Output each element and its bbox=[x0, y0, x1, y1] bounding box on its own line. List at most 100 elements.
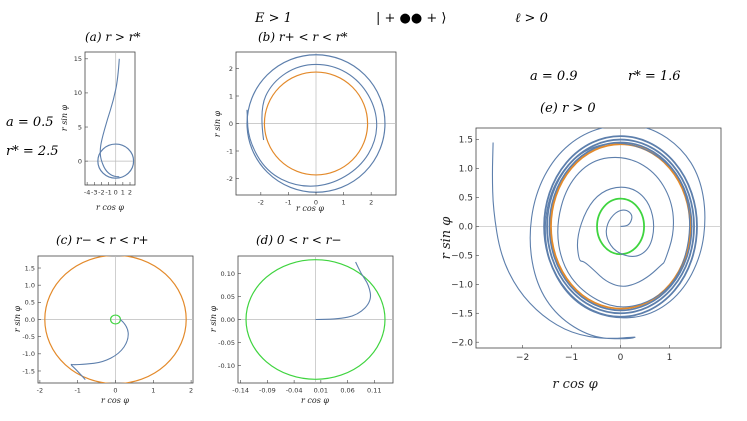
circle-trajectory-0 bbox=[97, 143, 135, 179]
panel-title: (b) r+ < r < r* bbox=[258, 30, 348, 44]
y-tick-label: −2.0 bbox=[451, 338, 473, 348]
y-tick-label: −1.5 bbox=[451, 309, 473, 319]
param-rstar-left: r* = 2.5 bbox=[6, 144, 59, 159]
x-tick-label: 2 bbox=[128, 189, 132, 197]
x-tick-label: 1 bbox=[667, 353, 673, 363]
y-tick-label: 5 bbox=[78, 123, 82, 131]
trajectory-curve-0 bbox=[99, 58, 120, 178]
y-tick-label: -1.0 bbox=[22, 350, 35, 358]
panel-title: (d) 0 < r < r− bbox=[256, 233, 341, 247]
y-tick-label: 0.0 bbox=[459, 223, 474, 233]
x-tick-label: 2 bbox=[369, 199, 373, 207]
x-tick-label: −1 bbox=[565, 353, 578, 363]
header-angular-momentum: ℓ > 0 bbox=[515, 11, 548, 26]
x-tick-label: -2 bbox=[98, 189, 104, 197]
panel-c: -2 -1 0 1 2 -1.5 -1.0 -0.5 0.0 0.5 1.0 1.5 r cos φ r … bbox=[13, 233, 194, 405]
plot-frame bbox=[84, 51, 136, 186]
circle-trajectory-2 bbox=[548, 141, 693, 312]
x-tick-label: -2 bbox=[37, 387, 43, 395]
y-tick-label: 1.5 bbox=[25, 264, 35, 272]
x-tick-label: 1 bbox=[121, 189, 125, 197]
x-tick-label: -1 bbox=[74, 387, 80, 395]
panel-d: -0.14 -0.09 -0.04 0.01 0.06 0.11 -0.10 -0.05 0.0… bbox=[209, 233, 394, 405]
trajectory-curve-0 bbox=[491, 128, 706, 340]
y-tick-label: 2 bbox=[229, 65, 233, 73]
plot-frame bbox=[475, 127, 722, 349]
x-tick-label: -1 bbox=[285, 199, 291, 207]
circle-inner_horizon-4 bbox=[596, 197, 645, 256]
y-axis-label: r sin φ bbox=[60, 104, 69, 131]
panel-b: -2 -1 0 1 2 -2 -1 0 1 2 r cos φ r sin φ (b) r+ < r <… bbox=[213, 30, 397, 213]
x-axis-label: r cos φ bbox=[96, 203, 124, 212]
y-tick-label: 0 bbox=[229, 120, 233, 128]
y-tick-label: 10 bbox=[74, 89, 82, 97]
x-tick-label: 1 bbox=[342, 199, 346, 207]
y-tick-label: -1 bbox=[227, 147, 233, 155]
param-rstar-right: r* = 1.6 bbox=[628, 69, 681, 84]
panel-title: (c) r− < r < r+ bbox=[56, 233, 149, 247]
x-tick-label: 0 bbox=[114, 189, 118, 197]
y-axis-label: r sin φ bbox=[209, 305, 218, 332]
x-tick-label: 2 bbox=[189, 387, 193, 395]
circle-trajectory-1 bbox=[546, 138, 695, 315]
x-axis-label: r cos φ bbox=[101, 396, 129, 405]
x-tick-label: -2 bbox=[258, 199, 264, 207]
x-tick-label: -3 bbox=[91, 189, 97, 197]
x-axis-label: r cos φ bbox=[296, 204, 324, 213]
panel-e: −2 −1 0 1 −2.0 −1.5 −1.0 −0.5 0.0 0.5 1.0 1.5 r cos … bbox=[439, 101, 722, 392]
panel-title: (e) r > 0 bbox=[540, 101, 596, 116]
x-tick-label: -0.04 bbox=[286, 387, 303, 395]
y-axis-label: r sin φ bbox=[439, 216, 454, 260]
y-tick-label: 0.10 bbox=[221, 270, 235, 278]
x-tick-label: 0.06 bbox=[340, 387, 354, 395]
y-tick-label: 1.5 bbox=[459, 136, 473, 146]
x-tick-label: -0.14 bbox=[232, 387, 249, 395]
y-tick-label: 0 bbox=[78, 157, 82, 165]
y-axis-label: r sin φ bbox=[13, 305, 22, 332]
header-energy: E > 1 bbox=[254, 11, 292, 26]
y-tick-label: -1.5 bbox=[22, 367, 35, 375]
y-axis-label: r sin φ bbox=[213, 110, 222, 137]
y-tick-label: -0.05 bbox=[218, 339, 235, 347]
circle-inner_horizon-0 bbox=[245, 259, 386, 380]
header-signature: | + ●● + ⟩ bbox=[376, 11, 446, 26]
y-tick-label: -0.5 bbox=[22, 333, 35, 341]
trajectory-curve-0 bbox=[315, 261, 372, 321]
x-tick-label: 0 bbox=[314, 199, 318, 207]
y-tick-label: -0.10 bbox=[218, 362, 235, 370]
x-axis-label: r cos φ bbox=[301, 396, 329, 405]
y-tick-label: 0.00 bbox=[221, 316, 235, 324]
y-tick-label: −0.5 bbox=[451, 252, 473, 262]
trajectory-curve-0 bbox=[246, 63, 378, 187]
x-tick-label: -1 bbox=[105, 189, 111, 197]
y-tick-label: 1.0 bbox=[459, 165, 474, 175]
y-tick-label: 0.5 bbox=[25, 299, 35, 307]
x-tick-label: 0 bbox=[618, 353, 624, 363]
trajectory-curve-0 bbox=[70, 319, 129, 380]
x-tick-label: 0 bbox=[113, 387, 117, 395]
panel-title: (a) r > r* bbox=[85, 30, 141, 44]
x-tick-label: −2 bbox=[516, 353, 529, 363]
y-tick-label: 0.0 bbox=[25, 316, 35, 324]
x-axis-label: r cos φ bbox=[552, 377, 598, 392]
x-tick-label: 0.11 bbox=[367, 387, 381, 395]
y-tick-label: 15 bbox=[74, 55, 82, 63]
x-tick-label: 1 bbox=[151, 387, 155, 395]
param-a-right: a = 0.9 bbox=[530, 69, 578, 84]
y-tick-label: 0.5 bbox=[459, 194, 473, 204]
circle-outer_horizon-1 bbox=[263, 71, 369, 176]
param-a-left: a = 0.5 bbox=[6, 115, 54, 130]
circle-outer_horizon-0 bbox=[44, 256, 187, 383]
x-tick-label: 0.01 bbox=[314, 387, 328, 395]
y-tick-label: -2 bbox=[227, 175, 233, 183]
y-tick-label: −1.0 bbox=[451, 280, 473, 290]
circle-trajectory-0 bbox=[543, 135, 698, 318]
y-tick-label: 0.05 bbox=[221, 293, 235, 301]
x-tick-label: -4 bbox=[84, 189, 90, 197]
x-tick-label: -0.09 bbox=[259, 387, 276, 395]
y-tick-label: 1 bbox=[229, 92, 233, 100]
y-tick-label: 1.0 bbox=[25, 281, 35, 289]
